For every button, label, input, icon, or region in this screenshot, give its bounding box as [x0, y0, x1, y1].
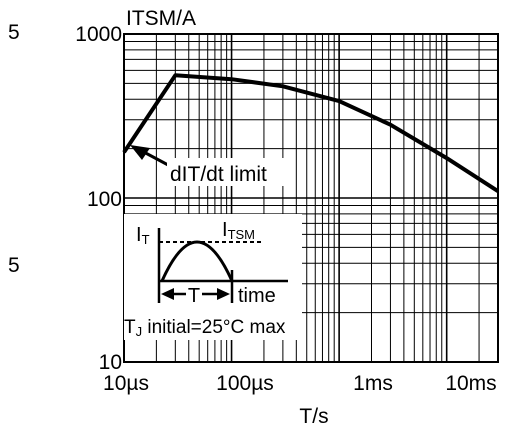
plot-frame [123, 33, 499, 363]
inset-t-label-bg [186, 283, 202, 305]
inset-period-arrowhead-left [161, 288, 174, 300]
x-tick-label: 1ms [353, 372, 393, 395]
inset-itsm-label: ITSM [222, 219, 255, 242]
y-tick-label: 10 [99, 351, 122, 374]
x-axis-title: T/s [299, 405, 328, 428]
y-minor-label: 5 [8, 21, 20, 44]
inset-period-arrowhead-right [217, 288, 230, 300]
x-tick-label: 10ms [445, 372, 496, 395]
inset-diagram: T time IT ITSM TJ initial=25°C max [124, 214, 302, 340]
didt-label: dIT/dt limit [170, 163, 267, 186]
inset-period-label: T [188, 285, 200, 307]
inset-time-label: time [238, 285, 276, 307]
x-tick-label: 10µs [103, 372, 149, 395]
didt-arrowhead [130, 145, 150, 160]
y-axis-title: ITSM/A [126, 7, 196, 30]
didt-label-bg [167, 158, 295, 186]
inset-half-sine [160, 240, 234, 282]
inset-background [124, 214, 302, 340]
inset-it-label: IT [136, 224, 150, 247]
y-minor-label: 5 [8, 254, 20, 277]
y-tick-label: 1000 [75, 23, 122, 46]
x-tick-label: 100µs [216, 372, 274, 395]
y-tick-label: 100 [87, 188, 122, 211]
tj-initial-label: TJ initial=25°C max [124, 317, 286, 339]
series-line [122, 73, 500, 193]
